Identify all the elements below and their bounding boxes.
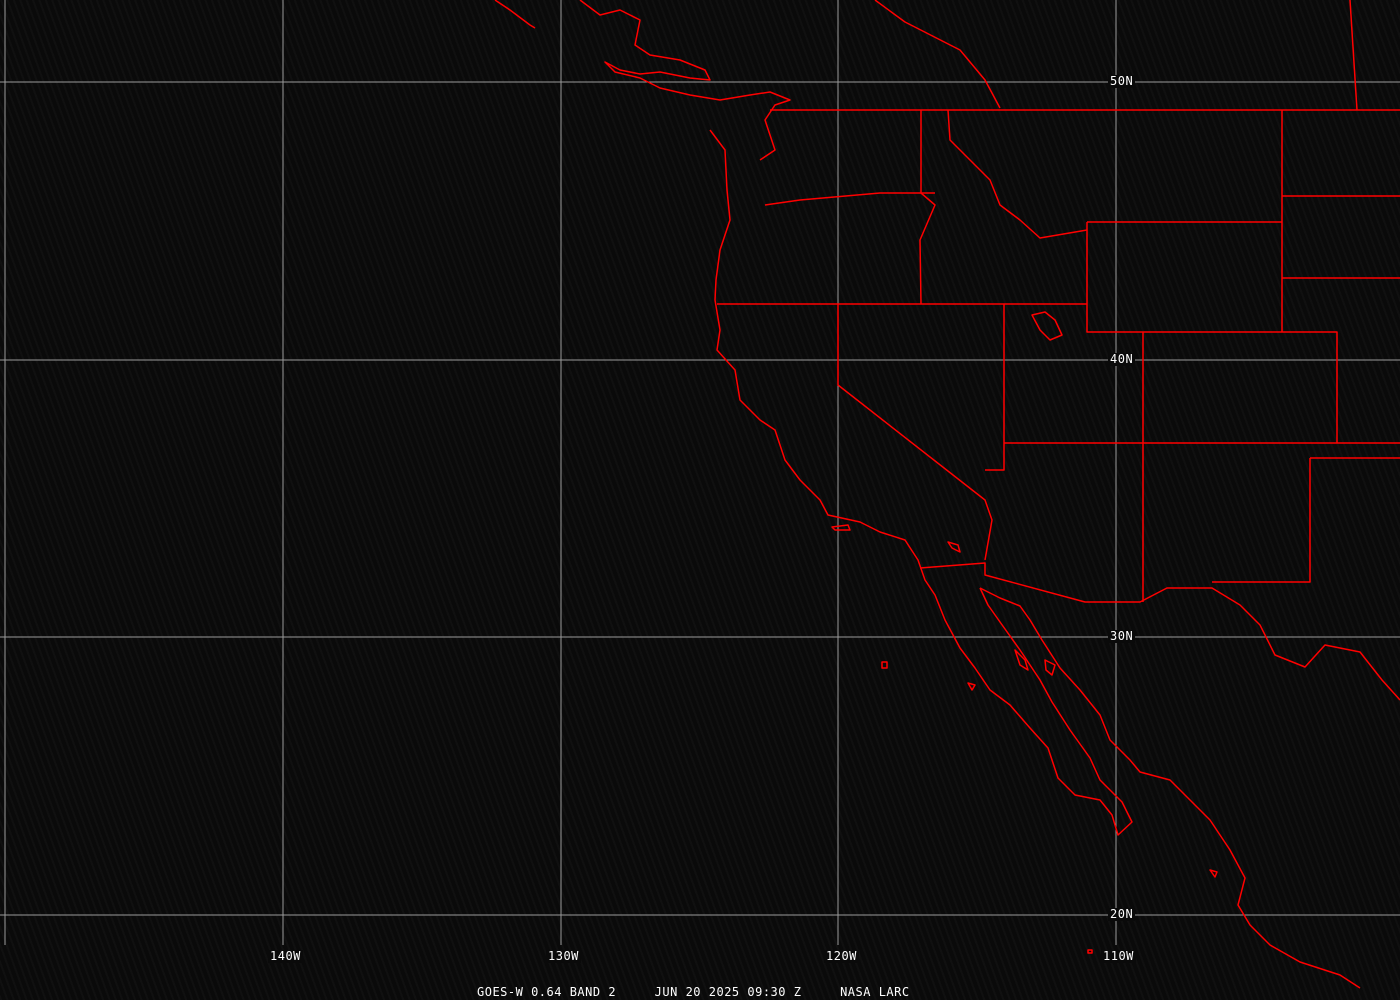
- border-canada-east: [1349, 0, 1358, 111]
- island-channel: [831, 524, 851, 531]
- island-guadalupe: [881, 661, 888, 669]
- border-wyoming: [1086, 222, 1338, 443]
- caption-satellite: GOES-W 0.64 BAND 2: [477, 985, 617, 999]
- lat-label-40n: 40N: [1108, 352, 1136, 366]
- border-nv-ut: [985, 304, 1005, 471]
- border-idaho: [919, 110, 936, 305]
- border-canada-north: [874, 0, 1001, 109]
- graticule: [0, 0, 1400, 945]
- border-nm-east: [1212, 458, 1311, 583]
- lon-label-130w: 130W: [546, 949, 581, 963]
- coastline-gulf-mexico-mainland: [979, 587, 1361, 989]
- border-ca-nv: [837, 304, 993, 561]
- coastline-pacific: [494, 0, 536, 29]
- lake-salton: [947, 541, 961, 553]
- caption-datetime: JUN 20 2025 09:30 Z: [654, 985, 802, 999]
- island-cedros: [967, 682, 976, 691]
- great-salt-lake: [1031, 311, 1063, 341]
- coastline-vancouver-island: [579, 0, 791, 161]
- island-gulf: [1014, 649, 1029, 671]
- border-wa-or: [764, 192, 935, 206]
- image-caption: GOES-W 0.64 BAND 2 JUN 20 2025 09:30 Z N…: [477, 985, 910, 999]
- lat-label-30n: 30N: [1108, 629, 1136, 643]
- lat-label-50n: 50N: [1108, 74, 1136, 88]
- coastline-west-coast: [709, 129, 1133, 836]
- lon-label-110w: 110W: [1101, 949, 1136, 963]
- boundaries: [494, 0, 1400, 989]
- border-us-mexico: [919, 562, 1400, 701]
- lat-label-20n: 20N: [1108, 907, 1136, 921]
- lon-label-140w: 140W: [268, 949, 303, 963]
- border-id-mt: [947, 109, 1088, 239]
- island-tres-marias: [1209, 869, 1218, 878]
- lon-label-120w: 120W: [824, 949, 859, 963]
- island-socorro: [1087, 949, 1093, 954]
- island-tiburon: [1044, 659, 1056, 676]
- caption-source: NASA LARC: [840, 985, 910, 999]
